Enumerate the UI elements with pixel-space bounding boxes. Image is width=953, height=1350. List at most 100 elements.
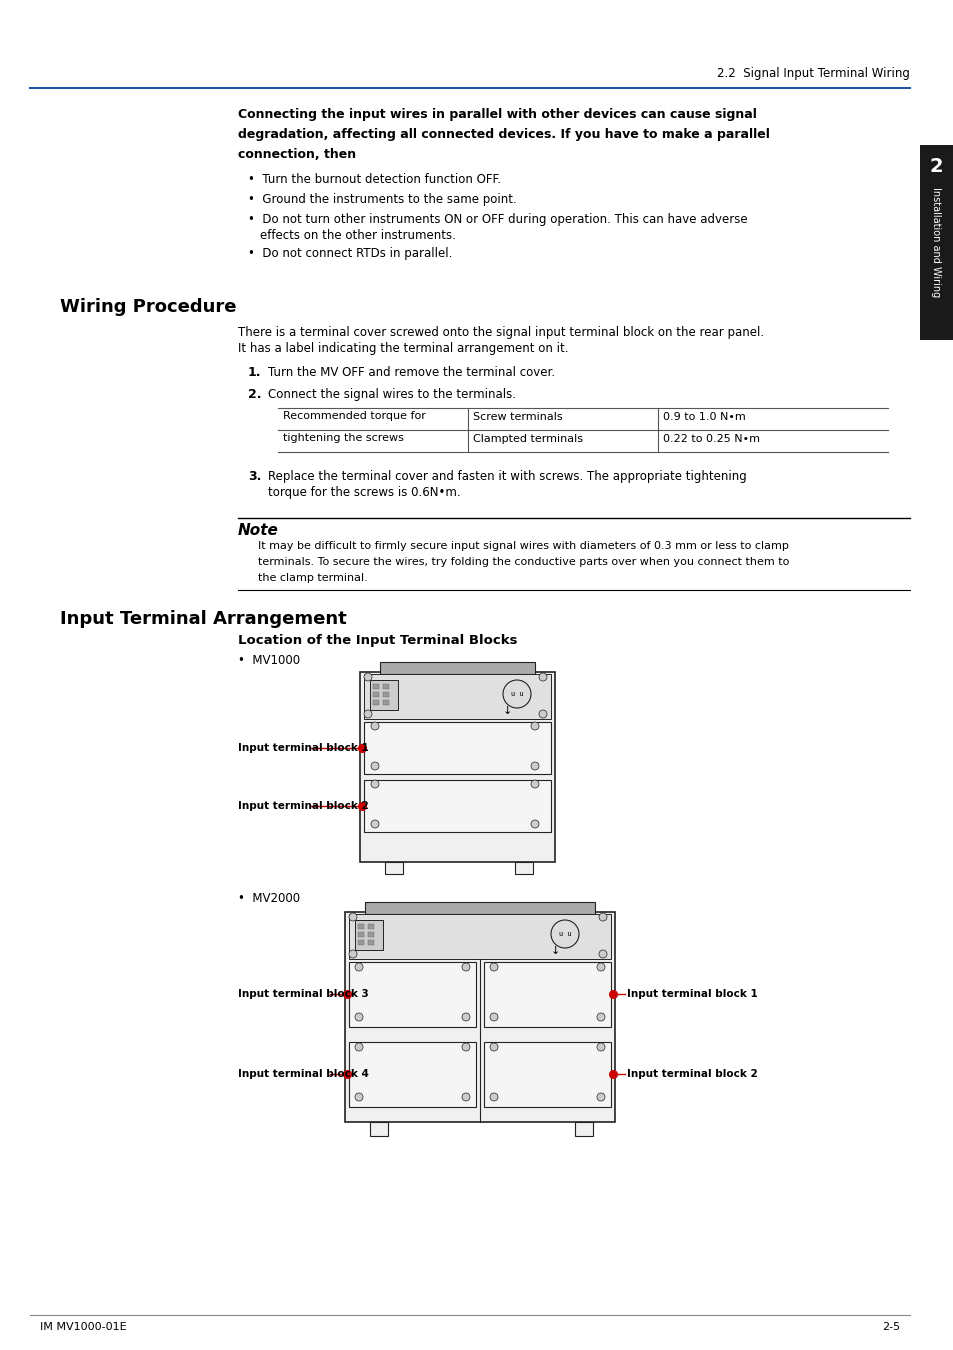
Circle shape <box>597 963 604 971</box>
Text: 1.: 1. <box>248 366 261 379</box>
Text: ↓: ↓ <box>550 946 559 956</box>
Text: IM MV1000-01E: IM MV1000-01E <box>40 1322 127 1332</box>
Circle shape <box>531 819 538 828</box>
Text: Input terminal block 2: Input terminal block 2 <box>237 801 369 811</box>
Bar <box>370 680 397 710</box>
Circle shape <box>531 761 538 770</box>
Circle shape <box>364 674 372 680</box>
Text: •  Ground the instruments to the same point.: • Ground the instruments to the same poi… <box>248 193 517 207</box>
Text: 2: 2 <box>929 158 943 177</box>
Circle shape <box>371 819 378 828</box>
Circle shape <box>597 1044 604 1052</box>
Bar <box>515 863 533 873</box>
Bar <box>483 1042 610 1107</box>
Bar <box>357 940 364 945</box>
Circle shape <box>461 963 470 971</box>
Bar <box>373 701 378 705</box>
Text: Location of the Input Terminal Blocks: Location of the Input Terminal Blocks <box>237 634 517 647</box>
Circle shape <box>355 1044 363 1052</box>
Text: There is a terminal cover screwed onto the signal input terminal block on the re: There is a terminal cover screwed onto t… <box>237 325 763 339</box>
Bar <box>357 931 364 937</box>
Circle shape <box>598 913 606 921</box>
Text: Input terminal block 1: Input terminal block 1 <box>237 743 369 753</box>
Circle shape <box>597 1094 604 1102</box>
Text: Replace the terminal cover and fasten it with screws. The appropriate tightening: Replace the terminal cover and fasten it… <box>268 470 746 483</box>
Text: Clampted terminals: Clampted terminals <box>473 433 582 444</box>
Circle shape <box>461 1094 470 1102</box>
Text: degradation, affecting all connected devices. If you have to make a parallel: degradation, affecting all connected dev… <box>237 128 769 140</box>
Bar <box>368 931 374 937</box>
Text: Input terminal block 2: Input terminal block 2 <box>626 1069 757 1079</box>
Bar <box>368 940 374 945</box>
Circle shape <box>371 722 378 730</box>
Bar <box>349 1042 476 1107</box>
Circle shape <box>597 1012 604 1021</box>
Text: •  MV2000: • MV2000 <box>237 892 300 904</box>
Circle shape <box>490 1094 497 1102</box>
Text: 3.: 3. <box>248 470 261 483</box>
Bar <box>359 672 555 863</box>
Text: •  Turn the burnout detection function OFF.: • Turn the burnout detection function OF… <box>248 173 500 186</box>
Bar <box>483 963 610 1027</box>
Circle shape <box>355 1012 363 1021</box>
Text: effects on the other instruments.: effects on the other instruments. <box>260 230 456 242</box>
Text: Screw terminals: Screw terminals <box>473 412 562 423</box>
Bar <box>373 693 378 697</box>
Text: the clamp terminal.: the clamp terminal. <box>257 572 367 583</box>
Text: •  Do not turn other instruments ON or OFF during operation. This can have adver: • Do not turn other instruments ON or OF… <box>248 213 747 225</box>
Text: •  MV1000: • MV1000 <box>237 653 300 667</box>
Bar <box>357 923 364 929</box>
Text: 2-5: 2-5 <box>881 1322 899 1332</box>
Text: Connecting the input wires in parallel with other devices can cause signal: Connecting the input wires in parallel w… <box>237 108 756 122</box>
Circle shape <box>355 1094 363 1102</box>
Circle shape <box>538 674 546 680</box>
Bar <box>349 914 610 958</box>
Text: tightening the screws: tightening the screws <box>283 433 403 443</box>
Text: Input Terminal Arrangement: Input Terminal Arrangement <box>60 610 346 628</box>
Bar <box>382 693 389 697</box>
Circle shape <box>461 1012 470 1021</box>
Text: ↓: ↓ <box>502 706 511 716</box>
Bar <box>355 919 382 950</box>
Text: Input terminal block 1: Input terminal block 1 <box>626 990 757 999</box>
Text: It may be difficult to firmly secure input signal wires with diameters of 0.3 mm: It may be difficult to firmly secure inp… <box>257 541 788 551</box>
Circle shape <box>502 680 531 707</box>
Bar <box>575 1122 593 1135</box>
Circle shape <box>349 913 356 921</box>
Bar <box>382 684 389 688</box>
Circle shape <box>531 780 538 788</box>
Circle shape <box>598 950 606 958</box>
Circle shape <box>490 963 497 971</box>
Circle shape <box>551 919 578 948</box>
Text: connection, then: connection, then <box>237 148 355 161</box>
Bar <box>385 863 402 873</box>
Text: Installation and Wiring: Installation and Wiring <box>930 188 941 297</box>
Text: Recommended torque for: Recommended torque for <box>283 410 425 421</box>
Bar <box>364 722 551 774</box>
Bar <box>379 662 535 674</box>
Text: torque for the screws is 0.6N•m.: torque for the screws is 0.6N•m. <box>268 486 460 500</box>
Bar <box>373 684 378 688</box>
Circle shape <box>538 710 546 718</box>
Circle shape <box>531 722 538 730</box>
Circle shape <box>371 780 378 788</box>
Text: Turn the MV OFF and remove the terminal cover.: Turn the MV OFF and remove the terminal … <box>268 366 555 379</box>
Text: •  Do not connect RTDs in parallel.: • Do not connect RTDs in parallel. <box>248 247 452 261</box>
Bar <box>364 674 551 720</box>
Text: 0.22 to 0.25 N•m: 0.22 to 0.25 N•m <box>662 433 760 444</box>
Text: terminals. To secure the wires, try folding the conductive parts over when you c: terminals. To secure the wires, try fold… <box>257 558 788 567</box>
Bar <box>349 963 476 1027</box>
Circle shape <box>461 1044 470 1052</box>
Text: Wiring Procedure: Wiring Procedure <box>60 298 236 316</box>
Circle shape <box>364 710 372 718</box>
Text: Input terminal block 4: Input terminal block 4 <box>237 1069 369 1079</box>
Bar <box>919 144 952 340</box>
Bar <box>365 902 595 914</box>
Text: u u: u u <box>558 931 571 937</box>
Text: Note: Note <box>237 522 278 539</box>
Bar <box>370 1122 388 1135</box>
Circle shape <box>349 950 356 958</box>
Text: It has a label indicating the terminal arrangement on it.: It has a label indicating the terminal a… <box>237 342 568 355</box>
Bar <box>368 923 374 929</box>
Bar <box>364 780 551 832</box>
